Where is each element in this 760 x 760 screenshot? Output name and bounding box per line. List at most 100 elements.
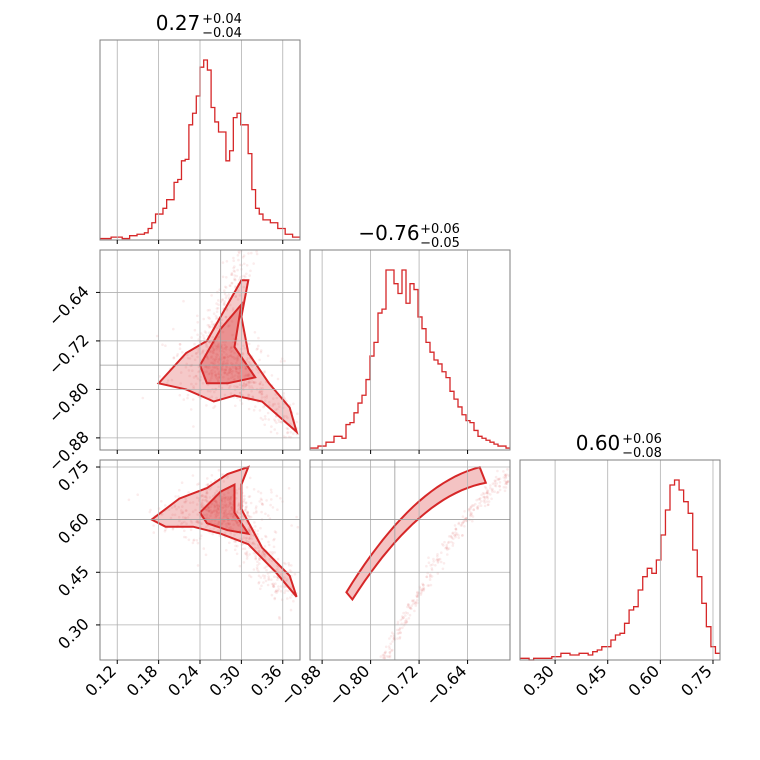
sample-point: [217, 385, 221, 388]
sample-point: [201, 494, 204, 497]
sample-point: [470, 513, 473, 517]
sample-point: [279, 585, 283, 588]
sample-point: [234, 365, 238, 369]
sample-point: [259, 587, 262, 591]
sample-point: [181, 521, 184, 525]
sample-point: [192, 385, 195, 388]
sample-point: [411, 599, 414, 602]
sample-point: [225, 548, 228, 552]
sample-point: [212, 527, 215, 531]
sample-point: [398, 635, 402, 639]
sample-point: [228, 366, 231, 370]
sample-point: [246, 510, 249, 513]
sample-point: [263, 396, 266, 399]
sample-point: [403, 621, 406, 625]
sample-point: [220, 318, 224, 322]
sample-point: [175, 507, 178, 511]
sample-point: [244, 366, 248, 369]
sample-point: [192, 376, 196, 379]
sample-point: [196, 333, 199, 337]
sample-point: [230, 376, 233, 380]
x-tick-label: 0.60: [625, 661, 664, 700]
sample-point: [277, 418, 280, 422]
sample-point: [211, 325, 214, 329]
sample-point: [210, 511, 213, 515]
sample-point: [199, 534, 203, 537]
sample-point: [245, 374, 249, 378]
sample-point: [224, 368, 227, 372]
sample-point: [243, 494, 246, 498]
sample-point: [503, 489, 507, 493]
sample-point: [257, 490, 260, 493]
sample-point: [178, 488, 181, 492]
sample-point: [195, 496, 199, 500]
sample-point: [491, 482, 495, 486]
sample-point: [205, 508, 208, 512]
sample-point: [228, 370, 232, 373]
sample-point: [258, 562, 261, 565]
sample-point: [214, 314, 218, 318]
sample-point: [454, 528, 458, 531]
sample-point: [273, 530, 277, 533]
sample-point: [181, 351, 184, 354]
sample-point: [196, 519, 200, 523]
sample-point: [460, 534, 464, 537]
sample-point: [200, 522, 204, 525]
sample-point: [179, 509, 183, 512]
sample-point: [414, 602, 417, 605]
sample-point: [289, 596, 292, 599]
sample-point: [248, 574, 251, 577]
sample-point: [223, 357, 226, 360]
sample-point: [223, 362, 227, 366]
sample-point: [200, 501, 203, 505]
sample-point: [212, 406, 215, 410]
sample-point: [234, 369, 238, 373]
sample-point: [248, 386, 251, 390]
sample-point: [161, 513, 164, 516]
sample-point: [221, 298, 224, 302]
sample-point: [271, 403, 275, 406]
sample-point: [497, 477, 501, 481]
sample-point: [408, 613, 412, 617]
sample-point: [249, 575, 253, 579]
sample-point: [217, 372, 221, 376]
sample-point: [479, 500, 483, 503]
sample-point: [200, 494, 204, 498]
sample-point: [217, 299, 220, 302]
sample-point: [196, 483, 199, 486]
sample-point: [273, 575, 276, 578]
sample-point: [217, 521, 221, 524]
sample-point: [271, 552, 274, 556]
sample-point: [235, 356, 238, 360]
sample-point: [235, 521, 239, 525]
sample-point: [224, 296, 228, 300]
sample-point: [230, 273, 233, 277]
sample-point: [250, 542, 254, 545]
sample-point: [267, 514, 270, 517]
sample-point: [206, 508, 209, 512]
sample-point: [252, 381, 256, 384]
sample-point: [245, 550, 249, 554]
sample-point: [269, 503, 272, 507]
sample-point: [216, 504, 219, 507]
sample-point: [238, 564, 242, 568]
histogram-layer: [100, 59, 720, 661]
sample-point: [206, 365, 209, 368]
sample-point: [215, 346, 218, 350]
sample-point: [243, 374, 246, 378]
sample-point: [222, 360, 226, 363]
sample-point: [215, 366, 219, 370]
sample-point: [271, 585, 275, 588]
sample-point: [257, 344, 260, 348]
sample-point: [238, 263, 242, 267]
sample-point: [254, 507, 258, 510]
sample-point: [252, 568, 256, 571]
sample-point: [405, 620, 409, 624]
sample-point: [203, 499, 207, 502]
sample-point: [234, 497, 238, 500]
sample-point: [238, 376, 242, 380]
sample-point: [415, 594, 418, 597]
sample-point: [223, 303, 226, 306]
sample-point: [228, 541, 231, 545]
sample-point: [245, 557, 249, 560]
